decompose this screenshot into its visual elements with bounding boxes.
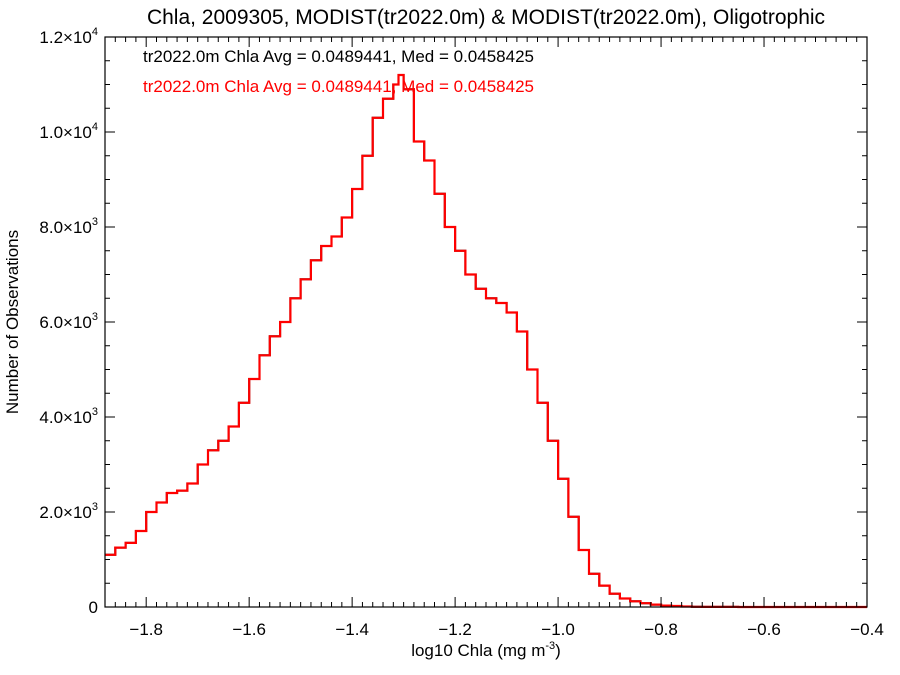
axis-ticks <box>105 36 868 608</box>
y-tick-label: 0 <box>89 598 98 617</box>
x-tick-label: −1.8 <box>129 620 163 639</box>
plot-frame <box>104 36 868 608</box>
y-tick-label: 2.0×103 <box>39 501 98 522</box>
y-tick-label: 6.0×103 <box>39 311 98 332</box>
x-tick-label: −1.6 <box>232 620 266 639</box>
axis-labels: −1.8 −1.6 −1.4 −1.2 −1.0 −0.8 −0.6 −0.4 0 2.0×103… <box>39 26 883 639</box>
y-tick-label: 1.2×104 <box>39 26 98 47</box>
x-tick-label: −1.0 <box>541 620 575 639</box>
y-tick-label: 8.0×103 <box>39 216 98 237</box>
series-line-2 <box>105 73 867 609</box>
chart-title: Chla, 2009305, MODIST(tr2022.0m) & MODIS… <box>147 6 825 29</box>
x-axis-label: log10 Chla (mg m-3) <box>411 640 561 660</box>
y-tick-label: 1.0×104 <box>39 121 98 142</box>
x-tick-label: −1.2 <box>438 620 472 639</box>
x-tick-label: −1.4 <box>335 620 369 639</box>
series-line-1 <box>105 74 867 608</box>
y-axis-label: Number of Observations <box>3 230 22 414</box>
annotation-black: tr2022.0m Chla Avg = 0.0489441, Med = 0.… <box>143 47 534 66</box>
x-tick-label: −0.6 <box>747 620 781 639</box>
annotation-red: tr2022.0m Chla Avg = 0.0489441, Med = 0.… <box>143 77 534 96</box>
x-tick-label: −0.8 <box>644 620 678 639</box>
y-tick-label: 4.0×103 <box>39 406 98 427</box>
x-tick-label: −0.4 <box>850 620 884 639</box>
plot-area <box>105 73 867 609</box>
